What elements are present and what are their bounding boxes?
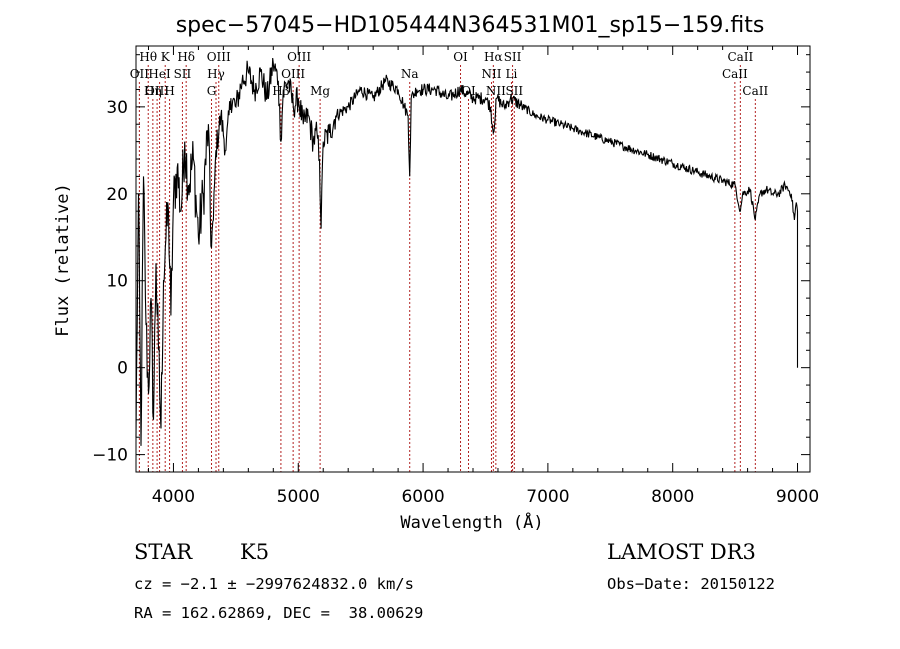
x-tick-label: 7000 xyxy=(526,487,569,507)
object-subclass: K5 xyxy=(240,540,270,564)
x-tick-label: 9000 xyxy=(776,487,819,507)
marker-label: Na xyxy=(401,67,419,81)
x-axis-ticks: 4000 5000 6000 7000 8000 9000 xyxy=(147,46,819,507)
redshift-line: cz = −2.1 ± −2997624832.0 km/s xyxy=(134,575,414,593)
survey-name: LAMOST DR3 xyxy=(607,540,756,564)
marker-label: CaII xyxy=(727,50,753,64)
marker-label: Hγ xyxy=(207,67,225,81)
y-tick-label: 0 xyxy=(117,359,128,379)
marker-label: Hθ xyxy=(139,50,157,64)
marker-label: Hη xyxy=(144,84,162,98)
marker-label: NII xyxy=(481,67,501,81)
x-tick-label: 6000 xyxy=(401,487,444,507)
marker-label: H xyxy=(164,84,174,98)
marker-label: Hα xyxy=(484,50,503,64)
object-class: STAR xyxy=(134,540,193,564)
marker-label: SII xyxy=(174,67,192,81)
marker-label: Hβ xyxy=(272,84,289,98)
y-axis-label: Flux (relative) xyxy=(53,183,73,337)
y-axis-ticks: −10 0 10 20 30 xyxy=(92,54,810,466)
marker-label: Hδ xyxy=(177,50,195,64)
marker-label: NII xyxy=(486,84,506,98)
marker-label: G xyxy=(207,84,217,98)
marker-label: OIII xyxy=(207,50,231,64)
marker-label: SII xyxy=(505,84,523,98)
y-tick-label: −10 xyxy=(92,446,128,466)
obs-date: Obs−Date: 20150122 xyxy=(607,575,775,593)
spectrum-line xyxy=(135,57,799,446)
y-tick-label: 20 xyxy=(106,185,128,205)
x-axis-label: Wavelength (Å) xyxy=(400,511,543,533)
marker-label: SII xyxy=(504,50,522,64)
plot-frame xyxy=(135,45,811,473)
emission-line-markers xyxy=(138,65,756,472)
marker-label: HeI xyxy=(148,67,171,81)
marker-label: OIII xyxy=(281,67,305,81)
marker-label: OII xyxy=(130,67,150,81)
coordinates: RA = 162.62869, DEC = 38.00629 xyxy=(134,604,424,622)
chart-title: spec−57045−HD105444N364531M01_sp15−159.f… xyxy=(176,13,765,38)
marker-label: CaII xyxy=(742,84,768,98)
marker-label: OI xyxy=(453,50,468,64)
x-tick-label: 5000 xyxy=(277,487,320,507)
y-tick-label: 30 xyxy=(106,98,128,118)
marker-label: Li xyxy=(506,67,518,81)
x-tick-label: 4000 xyxy=(152,487,195,507)
marker-label: OIII xyxy=(145,84,169,98)
marker-label: Mg xyxy=(310,84,330,98)
marker-label: OIII xyxy=(287,50,311,64)
marker-label: CaII xyxy=(722,67,748,81)
marker-label: K xyxy=(161,50,171,64)
y-tick-label: 10 xyxy=(106,272,128,292)
x-tick-label: 8000 xyxy=(651,487,694,507)
